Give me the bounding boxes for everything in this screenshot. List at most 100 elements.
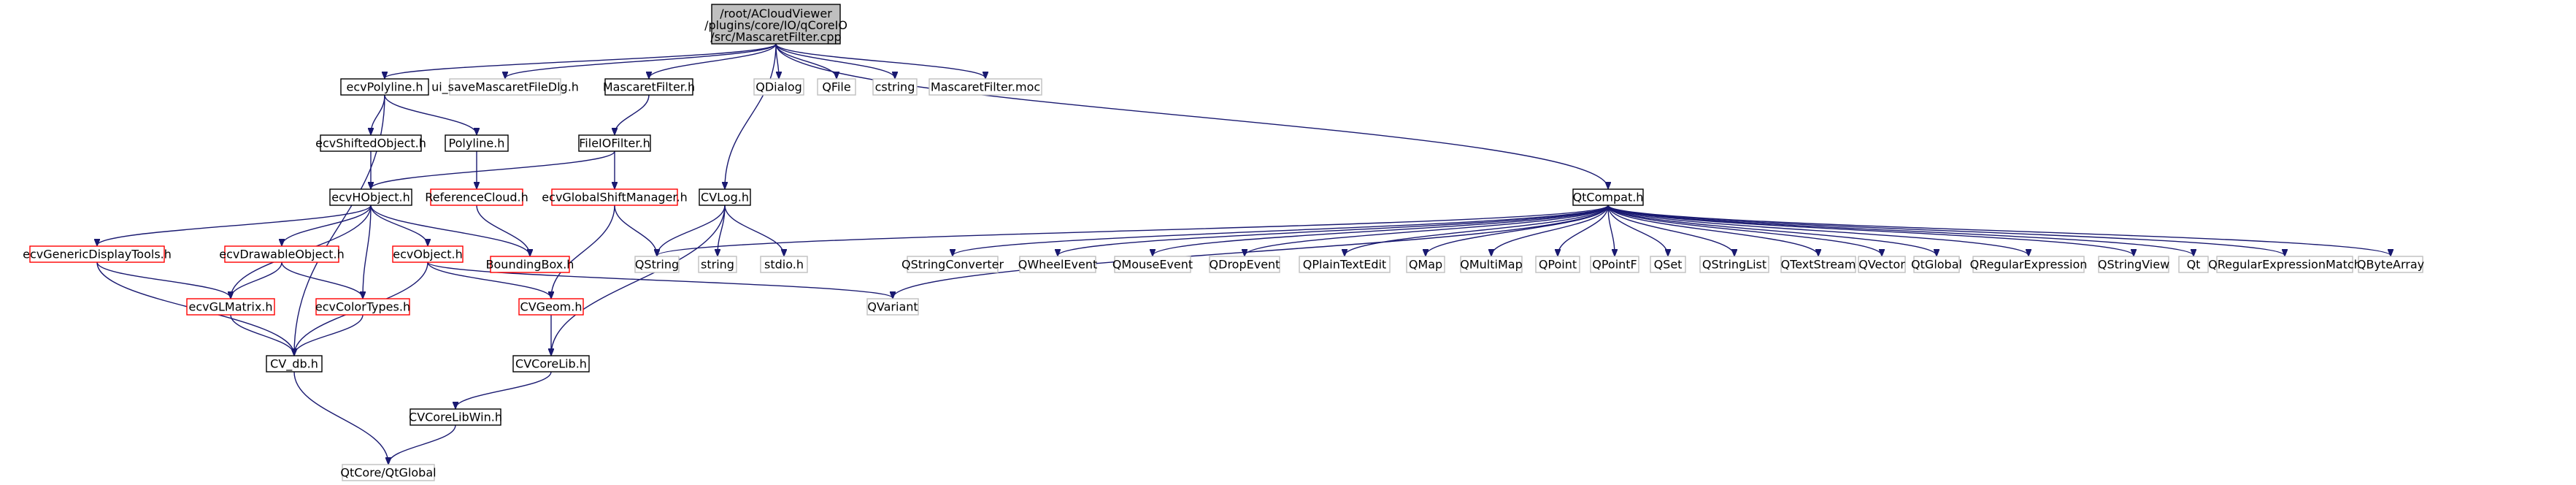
edge-GlobalShift-to-CVGeom [551, 205, 615, 298]
node-qt-core-global[interactable]: QtCore/QtGlobal [340, 464, 437, 481]
node-qregular-expression[interactable]: QRegularExpression [1970, 256, 2088, 273]
node-box-qt-core-global [342, 464, 435, 481]
node-qpoint-f[interactable]: QPointF [1590, 256, 1639, 273]
node-label-qt-core-global: QtCore/QtGlobal [340, 466, 436, 480]
node-qbyte-array[interactable]: QByteArray [2357, 256, 2424, 273]
root-file-node[interactable]: /root/ACloudViewer /plugins/core/IO/qCor… [704, 4, 847, 45]
node-box-qregular-expression [1972, 256, 2085, 273]
node-label-stdio: stdio.h [764, 258, 804, 272]
node-qset[interactable]: QSet [1650, 256, 1686, 273]
node-generic-display[interactable]: ecvGenericDisplayTools.h [23, 245, 172, 263]
node-qdrop-event[interactable]: QDropEvent [1209, 256, 1280, 273]
node-global-shift[interactable]: ecvGlobalShiftManager.h [542, 188, 688, 206]
edge-ecvPolyline-to-ecvShifted [371, 94, 385, 134]
node-box-qtext-stream [1780, 256, 1856, 273]
edge-QtCompat-to-QRegularExpression [1607, 205, 2029, 256]
node-bbox[interactable]: BoundingBox.h [486, 256, 574, 273]
node-label-qtext-stream: QTextStream [1781, 258, 1856, 272]
node-glmatrix[interactable]: ecvGLMatrix.h [186, 298, 275, 316]
node-box-qwheel-event [1019, 256, 1096, 273]
node-qt-global[interactable]: QtGlobal [1911, 256, 1962, 273]
edge-CVLog-to-QString [657, 205, 726, 256]
node-box-qstring-view [2098, 256, 2169, 273]
edge-QtCompat-to-QMultiMap [1491, 205, 1609, 256]
node-box-qvariant [866, 298, 919, 316]
node-qstring-list[interactable]: QStringList [1699, 256, 1769, 273]
node-ecv-hobject[interactable]: ecvHObject.h [329, 188, 412, 206]
node-ecv-shifted[interactable]: ecvShiftedObject.h [315, 134, 426, 152]
node-qstring-converter[interactable]: QStringConverter [901, 256, 1004, 273]
node-qstring-view[interactable]: QStringView [2098, 256, 2169, 273]
node-ref-cloud[interactable]: ReferenceCloud.h [425, 188, 528, 206]
edge-root-to-ui_save [505, 43, 777, 78]
node-moc[interactable]: MascaretFilter.moc [928, 78, 1042, 96]
node-box-ecv-polyline [340, 78, 429, 96]
node-qvariant[interactable]: QVariant [866, 298, 919, 316]
edge-GlobalShift-to-QString [614, 205, 657, 256]
node-color-types[interactable]: ecvColorTypes.h [315, 298, 410, 316]
node-label-qmap: QMap [1409, 258, 1442, 272]
edge-root-to-cstring [775, 43, 895, 78]
node-label-qmouse-event: QMouseEvent [1112, 258, 1193, 272]
node-label-drawable-obj: ecvDrawableObject.h [219, 248, 344, 261]
edge-ecvHObject-to-DrawableObj [282, 205, 372, 245]
node-box-qstring-list [1699, 256, 1769, 273]
node-qpoint[interactable]: QPoint [1535, 256, 1580, 273]
node-qreg-ex-match[interactable]: QRegularExpressionMatch [2208, 256, 2361, 273]
edge-root-to-QFile [775, 43, 837, 78]
edge-QtCompat-to-QStringList [1607, 205, 1734, 256]
node-qfile[interactable]: QFile [817, 78, 856, 96]
node-label-ecv-polyline: ecvPolyline.h [347, 80, 423, 94]
node-label-cvlog: CVLog.h [701, 191, 749, 205]
node-cv-db[interactable]: CV_db.h [266, 355, 323, 373]
node-label-qt-compat: QtCompat.h [1573, 191, 1644, 205]
node-drawable-obj[interactable]: ecvDrawableObject.h [219, 245, 345, 263]
node-ecv-polyline[interactable]: ecvPolyline.h [340, 78, 429, 96]
node-qdialog[interactable]: QDialog [753, 78, 804, 96]
node-qplain-text-edit[interactable]: QPlainTextEdit [1299, 256, 1391, 273]
node-box-qstring-converter [907, 256, 999, 273]
node-ui-save[interactable]: ui_saveMascaretFileDlg.h [431, 78, 579, 96]
node-box-cvlog [699, 188, 751, 206]
node-box-qdialog [753, 78, 804, 96]
edge-QtCompat-to-QMap [1426, 205, 1609, 256]
node-polyline[interactable]: Polyline.h [445, 134, 509, 152]
root-file-label-line-1: /root/ACloudViewer [720, 7, 832, 20]
node-qmouse-event[interactable]: QMouseEvent [1112, 256, 1193, 273]
edge-QtCompat-to-QPointF [1607, 205, 1615, 256]
node-box-bbox [490, 256, 570, 273]
root-file-label-line-2: /plugins/core/IO/qCoreIO [704, 18, 847, 32]
node-cvgeom[interactable]: CVGeom.h [518, 298, 584, 316]
node-label-qpoint-f: QPointF [1592, 258, 1637, 272]
node-qstring[interactable]: QString [634, 256, 680, 273]
edge-root-to-ecvPolyline [385, 43, 777, 78]
node-label-qstring: QString [635, 258, 679, 272]
node-label-qpoint: QPoint [1539, 258, 1577, 272]
node-label-qbyte-array: QByteArray [2357, 258, 2424, 272]
node-label-cv-db: CV_db.h [270, 357, 318, 372]
node-file-iofilter[interactable]: FileIOFilter.h [578, 134, 651, 152]
edge-ecvHObject-to-BBox [370, 205, 530, 256]
node-qmulti-map[interactable]: QMultiMap [1460, 256, 1523, 273]
node-box-qvector [1858, 256, 1906, 273]
edge-CVCoreLibWin-to-QtCoreGlobal [388, 424, 456, 464]
node-box-qt-compat [1572, 188, 1644, 206]
node-label-qstring-view: QStringView [2098, 258, 2169, 272]
node-stdio[interactable]: stdio.h [760, 256, 808, 273]
node-qtext-stream[interactable]: QTextStream [1780, 256, 1856, 273]
node-qmap[interactable]: QMap [1406, 256, 1445, 273]
node-cvcore-lib-win[interactable]: CVCoreLibWin.h [409, 408, 502, 426]
node-qvector[interactable]: QVector [1858, 256, 1906, 273]
node-mascaret-filter-h[interactable]: MascaretFilter.h [603, 78, 695, 96]
node-qt-compat[interactable]: QtCompat.h [1572, 188, 1644, 206]
node-cvlog[interactable]: CVLog.h [699, 188, 751, 206]
node-qwheel-event[interactable]: QWheelEvent [1018, 256, 1098, 273]
node-box-moc [928, 78, 1042, 96]
node-qt[interactable]: Qt [2178, 256, 2209, 273]
node-label-mascaret-filter-h: MascaretFilter.h [603, 80, 695, 94]
node-cstring[interactable]: cstring [872, 78, 918, 96]
node-string[interactable]: string [698, 256, 737, 273]
node-label-qstring-list: QStringList [1702, 258, 1766, 272]
node-ecv-object[interactable]: ecvObject.h [392, 245, 464, 263]
node-cvcore-lib[interactable]: CVCoreLib.h [512, 355, 590, 373]
